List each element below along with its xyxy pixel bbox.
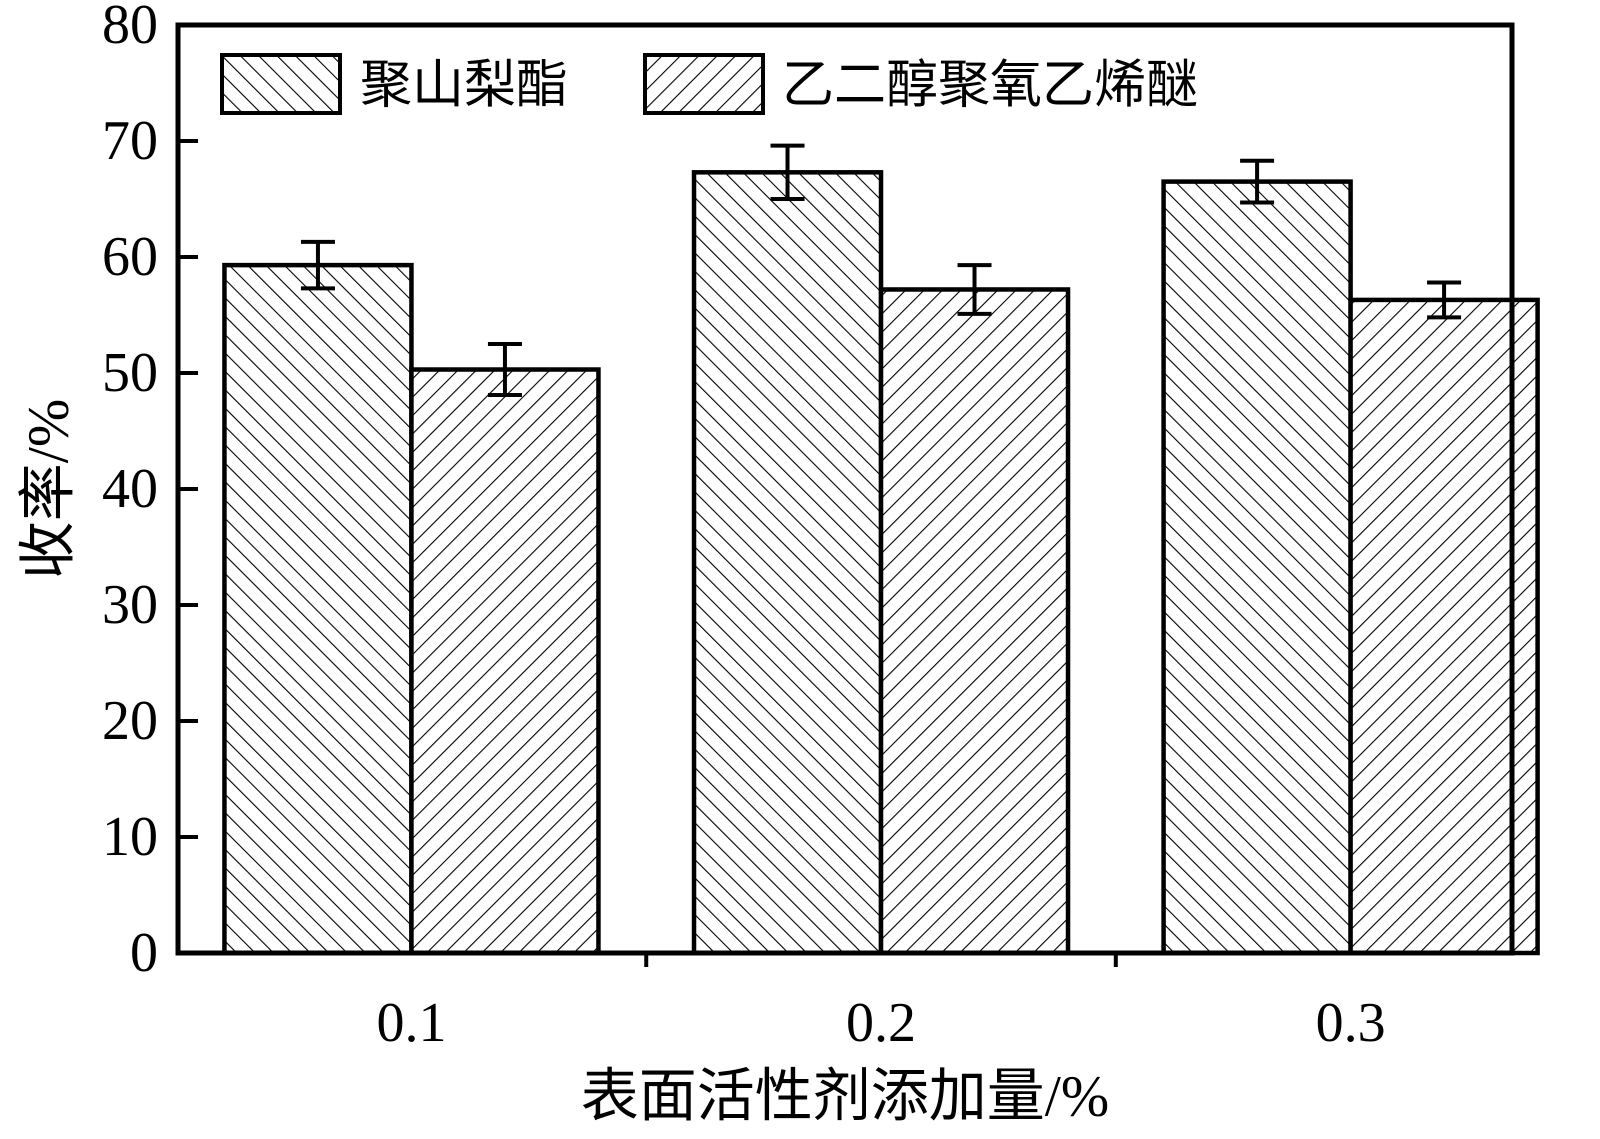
- y-axis-tick-label: 60: [102, 226, 158, 288]
- y-axis-tick-label: 80: [102, 0, 158, 56]
- bar-series1-cat2: [691, 170, 884, 956]
- y-axis-tick-label: 0: [130, 922, 158, 984]
- y-axis-tick-label: 50: [102, 342, 158, 404]
- error-bar: [957, 263, 992, 316]
- error-bar: [770, 143, 805, 201]
- error-bar: [1427, 280, 1462, 320]
- y-axis-tick-label: 30: [102, 574, 158, 636]
- error-bar: [487, 342, 522, 398]
- error-bar: [300, 239, 335, 291]
- y-axis: 0 10 20 30 40 50 60 70 80: [102, 0, 198, 984]
- bar-series2-cat1: [409, 367, 601, 956]
- legend-swatch-series1: [220, 53, 342, 115]
- bars: [222, 170, 1540, 956]
- x-axis-tick-label: 0.3: [1316, 992, 1386, 1054]
- y-axis-tick-label: 70: [102, 110, 158, 172]
- legend-swatch-series2: [643, 53, 765, 115]
- bar-series1-cat1: [222, 262, 414, 956]
- bar-series2-cat2: [878, 287, 1071, 956]
- y-axis-title: 收率/%: [16, 399, 81, 579]
- x-axis-tick-label: 0.2: [846, 992, 916, 1054]
- legend-label-series1: 聚山梨酯: [360, 58, 568, 115]
- x-axis-title: 表面活性剂添加量/%: [581, 1064, 1109, 1129]
- y-axis-tick-label: 10: [102, 806, 158, 868]
- legend: 聚山梨酯 乙二醇聚氧乙烯醚: [220, 53, 1198, 115]
- x-axis-tick-label: 0.1: [376, 992, 446, 1054]
- bar-series1-cat3: [1161, 179, 1353, 956]
- x-axis: 0.1 0.2 0.3: [376, 992, 1385, 1054]
- bar-series2-cat3: [1348, 297, 1540, 956]
- y-axis-tick-label: 20: [102, 690, 158, 752]
- y-axis-tick-label: 40: [102, 458, 158, 520]
- legend-label-series2: 乙二醇聚氧乙烯醚: [782, 58, 1198, 115]
- error-bars: [300, 143, 1462, 398]
- error-bar: [1240, 158, 1275, 205]
